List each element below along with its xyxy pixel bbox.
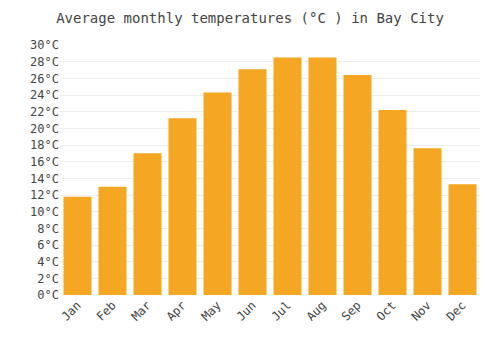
svg-text:Feb: Feb — [94, 298, 119, 323]
svg-text:8°C: 8°C — [37, 222, 59, 236]
svg-text:Nov: Nov — [409, 298, 434, 323]
svg-text:Mar: Mar — [129, 298, 154, 323]
svg-text:16°C: 16°C — [30, 155, 59, 169]
svg-text:14°C: 14°C — [30, 172, 59, 186]
svg-text:Aug: Aug — [304, 298, 329, 323]
svg-text:24°C: 24°C — [30, 88, 59, 102]
svg-text:Average monthly temperatures (: Average monthly temperatures (°C ) in Ba… — [56, 10, 444, 26]
svg-text:Apr: Apr — [164, 298, 189, 323]
svg-text:26°C: 26°C — [30, 72, 59, 86]
svg-text:May: May — [199, 298, 224, 323]
svg-text:6°C: 6°C — [37, 238, 59, 252]
svg-text:Jan: Jan — [59, 298, 84, 323]
svg-text:Dec: Dec — [444, 298, 469, 323]
svg-text:Jun: Jun — [234, 298, 259, 323]
svg-text:22°C: 22°C — [30, 105, 59, 119]
svg-text:2°C: 2°C — [37, 272, 59, 286]
svg-text:18°C: 18°C — [30, 138, 59, 152]
svg-text:12°C: 12°C — [30, 188, 59, 202]
svg-text:Oct: Oct — [374, 298, 399, 323]
svg-text:Jul: Jul — [269, 298, 294, 323]
svg-text:Sep: Sep — [339, 298, 364, 323]
svg-text:20°C: 20°C — [30, 122, 59, 136]
svg-text:30°C: 30°C — [30, 38, 59, 52]
svg-text:0°C: 0°C — [37, 288, 59, 302]
svg-text:10°C: 10°C — [30, 205, 59, 219]
svg-text:4°C: 4°C — [37, 255, 59, 269]
svg-text:28°C: 28°C — [30, 55, 59, 69]
